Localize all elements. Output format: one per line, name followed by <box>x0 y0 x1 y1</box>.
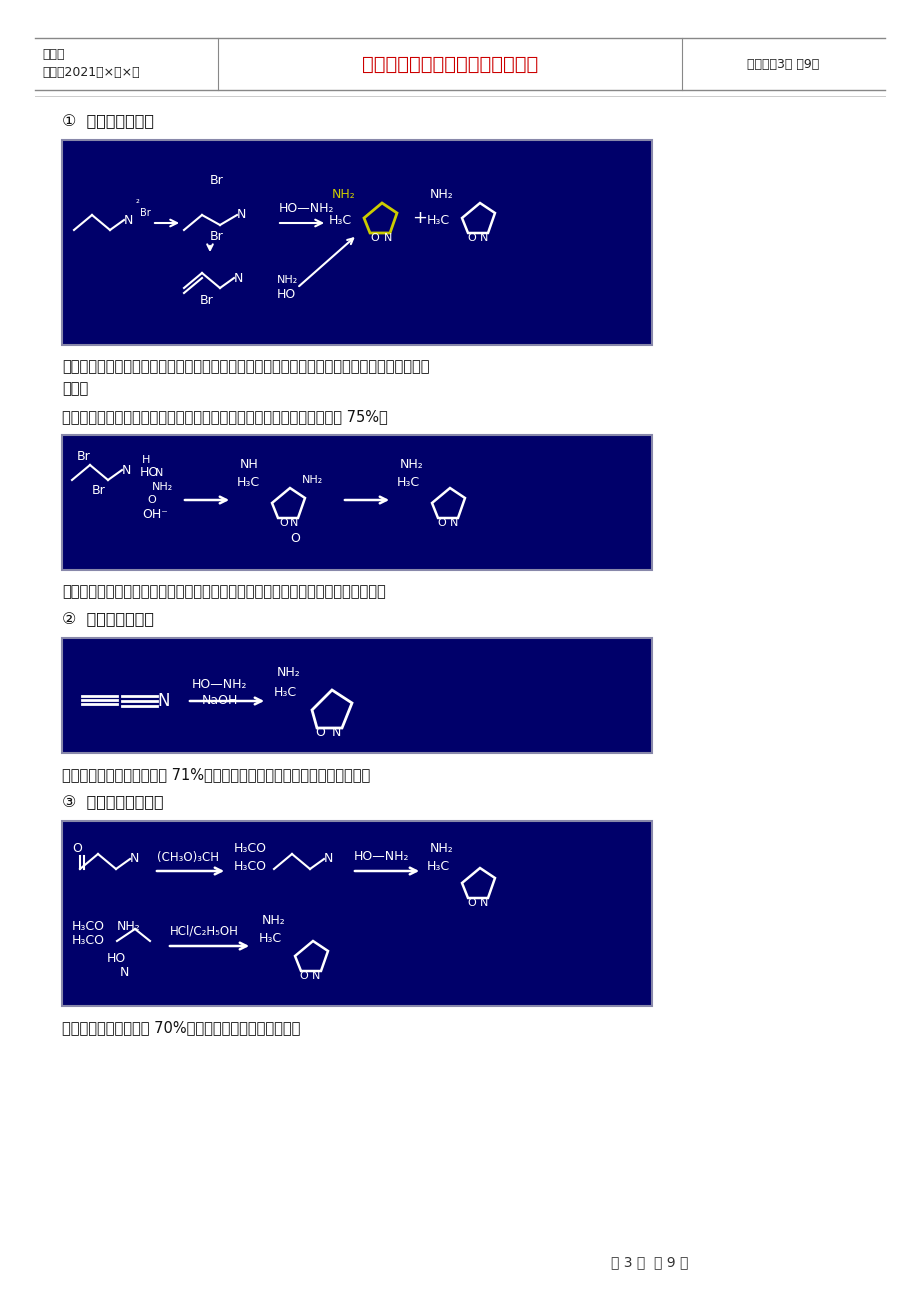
Text: O: O <box>289 531 300 544</box>
Text: Br: Br <box>140 208 151 217</box>
Text: NH₂: NH₂ <box>301 475 323 486</box>
Text: N: N <box>119 966 130 979</box>
Text: 就羟胺而言，尽管氨基氮的亲核能力比羟基氧强，但在此反应中，这种差异还不足以使选择性足: 就羟胺而言，尽管氨基氮的亲核能力比羟基氧强，但在此反应中，这种差异还不足以使选择… <box>62 359 429 375</box>
Text: O: O <box>369 233 379 243</box>
Text: N: N <box>480 233 488 243</box>
Bar <box>62 435 652 570</box>
Text: O: O <box>299 971 308 980</box>
Bar <box>62 141 652 345</box>
Text: Br: Br <box>210 230 223 243</box>
Text: 在碱性条件下，使用羟胺的酰基衍生物，比如羟基脲，可以使收率提高到 75%。: 在碱性条件下，使用羟胺的酰基衍生物，比如羟基脲，可以使收率提高到 75%。 <box>62 410 387 424</box>
Text: ①  以丁烯腈为原料: ① 以丁烯腈为原料 <box>62 115 153 129</box>
Text: 时间：2021年×月×日: 时间：2021年×月×日 <box>42 65 140 78</box>
Text: O: O <box>278 518 288 529</box>
Text: HO—NH₂: HO—NH₂ <box>354 850 409 863</box>
Text: HO: HO <box>107 953 126 966</box>
Text: ②  以丁炔腈为原料: ② 以丁炔腈为原料 <box>62 612 153 628</box>
Text: 第 3 页  共 9 页: 第 3 页 共 9 页 <box>610 1255 688 1269</box>
Text: 此法路线较短，收率较高，但羟基脲的价格较高，使得这条路线实用意义不是很大。: 此法路线较短，收率较高，但羟基脲的价格较高，使得这条路线实用意义不是很大。 <box>62 585 385 599</box>
Bar <box>62 638 652 753</box>
Text: N: N <box>124 214 133 227</box>
Text: N: N <box>122 464 131 477</box>
Text: H₃CO: H₃CO <box>72 919 105 932</box>
Text: H₃C: H₃C <box>426 214 449 227</box>
Text: +: + <box>412 210 426 227</box>
Text: 此法路线短，收率可以达到 71%，但丁炔腈难得、价高，限制了它的应用。: 此法路线短，收率可以达到 71%，但丁炔腈难得、价高，限制了它的应用。 <box>62 767 369 783</box>
Text: Br: Br <box>199 293 213 306</box>
Text: O: O <box>314 727 324 740</box>
Text: ③  以乙酰乙腈为原料: ③ 以乙酰乙腈为原料 <box>62 796 164 811</box>
Text: N: N <box>233 272 244 285</box>
Text: NH₂: NH₂ <box>429 842 453 855</box>
Text: H₃C: H₃C <box>397 477 420 490</box>
Text: HCl/C₂H₅OH: HCl/C₂H₅OH <box>170 924 239 937</box>
Text: 页码：第3页 共9页: 页码：第3页 共9页 <box>746 57 819 70</box>
Text: HO—NH₂: HO—NH₂ <box>192 677 247 690</box>
Text: NH₂: NH₂ <box>262 914 286 927</box>
Text: NH₂: NH₂ <box>152 482 173 492</box>
Text: H₃C: H₃C <box>274 686 297 699</box>
Text: N: N <box>154 467 164 478</box>
Text: HO: HO <box>140 466 159 479</box>
Text: O: O <box>72 842 82 855</box>
Text: O: O <box>467 233 475 243</box>
Text: H₃CO: H₃CO <box>233 842 267 855</box>
Text: Br: Br <box>77 450 91 464</box>
Text: N: N <box>449 518 458 529</box>
Text: NH₂: NH₂ <box>429 189 453 202</box>
Text: H₃CO: H₃CO <box>72 935 105 948</box>
Text: Br: Br <box>210 173 223 186</box>
Text: Br: Br <box>92 483 106 496</box>
Text: 书山有路勤为径，学海无涯苦作舟: 书山有路勤为径，学海无涯苦作舟 <box>361 55 538 73</box>
Text: HO—NH₂: HO—NH₂ <box>278 202 335 215</box>
Text: NH: NH <box>240 458 258 471</box>
Bar <box>62 822 652 1006</box>
Text: H₃CO: H₃CO <box>233 859 267 872</box>
Text: N: N <box>383 233 391 243</box>
Text: NH₂: NH₂ <box>332 189 356 202</box>
Text: H₃C: H₃C <box>259 932 282 945</box>
Text: H₃C: H₃C <box>237 477 260 490</box>
Text: O: O <box>467 898 475 907</box>
Text: N: N <box>130 853 139 866</box>
Text: 够好。: 够好。 <box>62 381 88 397</box>
Text: OH⁻: OH⁻ <box>142 509 167 522</box>
Text: H₃C: H₃C <box>426 859 449 872</box>
Text: HO: HO <box>277 289 296 302</box>
Text: O: O <box>437 518 446 529</box>
Text: N: N <box>237 208 246 221</box>
Text: NH₂: NH₂ <box>117 919 141 932</box>
Text: NaOH: NaOH <box>202 694 238 707</box>
Text: 此法综合收率可以达到 70%左右，但存在原料供应问题。: 此法综合收率可以达到 70%左右，但存在原料供应问题。 <box>62 1021 300 1035</box>
Text: H: H <box>142 454 150 465</box>
Text: ₂: ₂ <box>136 195 140 204</box>
Text: NH₂: NH₂ <box>277 275 298 285</box>
Text: NH₂: NH₂ <box>277 667 301 680</box>
Text: N: N <box>323 853 333 866</box>
Text: N: N <box>332 727 341 740</box>
Text: N: N <box>480 898 488 907</box>
Text: (CH₃O)₃CH: (CH₃O)₃CH <box>157 850 219 863</box>
Text: N: N <box>312 971 320 980</box>
Text: N: N <box>157 691 169 710</box>
Text: O: O <box>147 495 155 505</box>
Text: NH₂: NH₂ <box>400 458 424 471</box>
Text: 编号：: 编号： <box>42 48 64 61</box>
Text: H₃C: H₃C <box>329 214 352 227</box>
Text: N: N <box>289 518 298 529</box>
